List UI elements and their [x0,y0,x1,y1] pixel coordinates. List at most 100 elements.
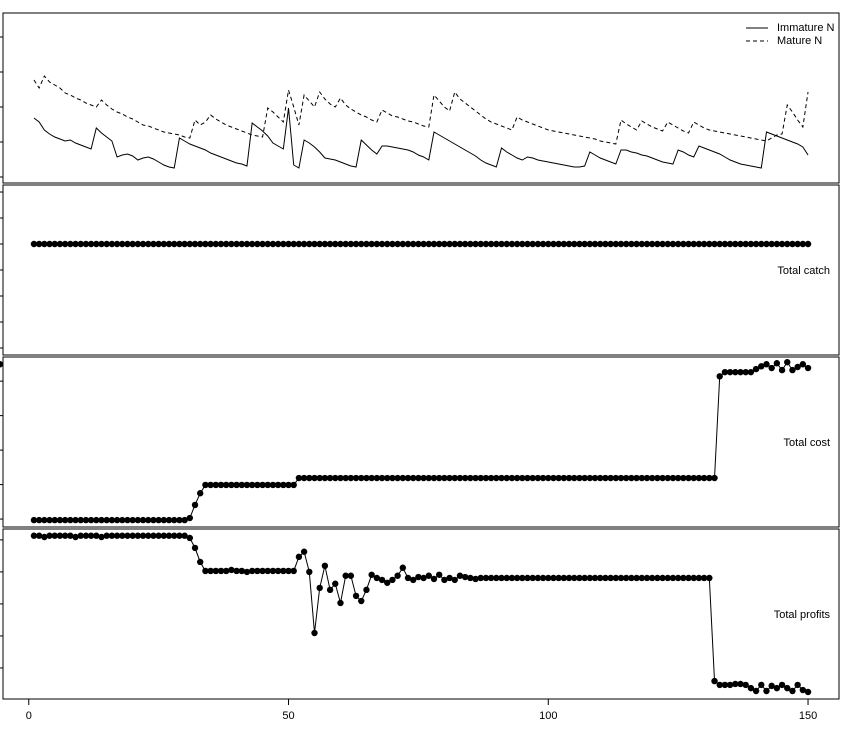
point [332,474,339,482]
point [680,240,687,248]
point [321,562,329,570]
point [524,240,531,248]
point [420,240,427,248]
point [113,532,121,539]
point [503,474,510,482]
point [311,629,318,637]
point [82,240,90,248]
point [119,240,126,248]
point [72,240,79,248]
x-tick-label: 50 [282,710,294,722]
point [228,566,235,574]
point [700,240,708,248]
point [700,474,708,482]
legend-label: Immature N [777,22,835,34]
point [716,373,723,380]
point [389,576,396,584]
point [384,579,391,586]
point [482,474,490,482]
point [290,240,297,248]
point [145,240,152,248]
point [425,572,432,579]
panel-frame [2,184,840,356]
point [794,363,801,371]
point [0,361,4,368]
point [155,516,162,524]
point [347,572,355,579]
point [482,240,490,248]
point [61,240,69,248]
point [352,592,360,600]
point [726,368,734,376]
point [399,240,407,248]
point [711,474,718,482]
point [61,516,69,524]
point [545,240,552,248]
point [799,686,807,694]
point [35,516,43,524]
point [732,240,739,248]
point [264,481,271,489]
point [508,240,516,248]
point [617,474,625,482]
point [638,474,645,482]
point [181,516,188,524]
point [285,240,292,248]
point [306,474,313,482]
point [217,567,225,575]
point [477,240,484,248]
point [103,516,110,524]
point [508,574,516,582]
point [784,684,791,692]
point [269,481,277,489]
point [191,501,199,509]
point [30,240,38,248]
point [747,368,755,376]
point [768,364,775,372]
point [519,240,526,248]
point [264,567,271,575]
point [82,532,90,539]
point [82,516,90,524]
point [238,481,245,489]
point [93,240,100,248]
point [321,474,329,482]
point [295,240,303,248]
point [758,681,765,689]
point [617,574,625,582]
point [576,474,583,482]
point [617,240,625,248]
point [669,240,677,248]
point [700,574,708,582]
point [368,240,375,248]
point [326,474,334,482]
point [264,240,271,248]
point [550,240,557,248]
point [555,574,562,582]
point [591,240,599,248]
point [233,481,240,489]
point [212,567,219,575]
point [415,240,422,248]
point [726,681,734,689]
point [56,516,64,524]
point [269,567,277,575]
series-line [33,107,809,169]
point [119,532,126,539]
point [430,575,438,583]
point [342,572,349,579]
point [747,684,755,692]
point [129,532,136,539]
point [711,677,718,685]
point [581,574,588,582]
point [160,516,168,524]
point [222,240,230,248]
point [108,240,116,248]
point [508,474,516,482]
panel-label: Total profits [774,609,831,621]
point [789,240,796,248]
point [591,474,599,482]
point [602,474,609,482]
point [560,240,568,248]
point [207,240,214,248]
